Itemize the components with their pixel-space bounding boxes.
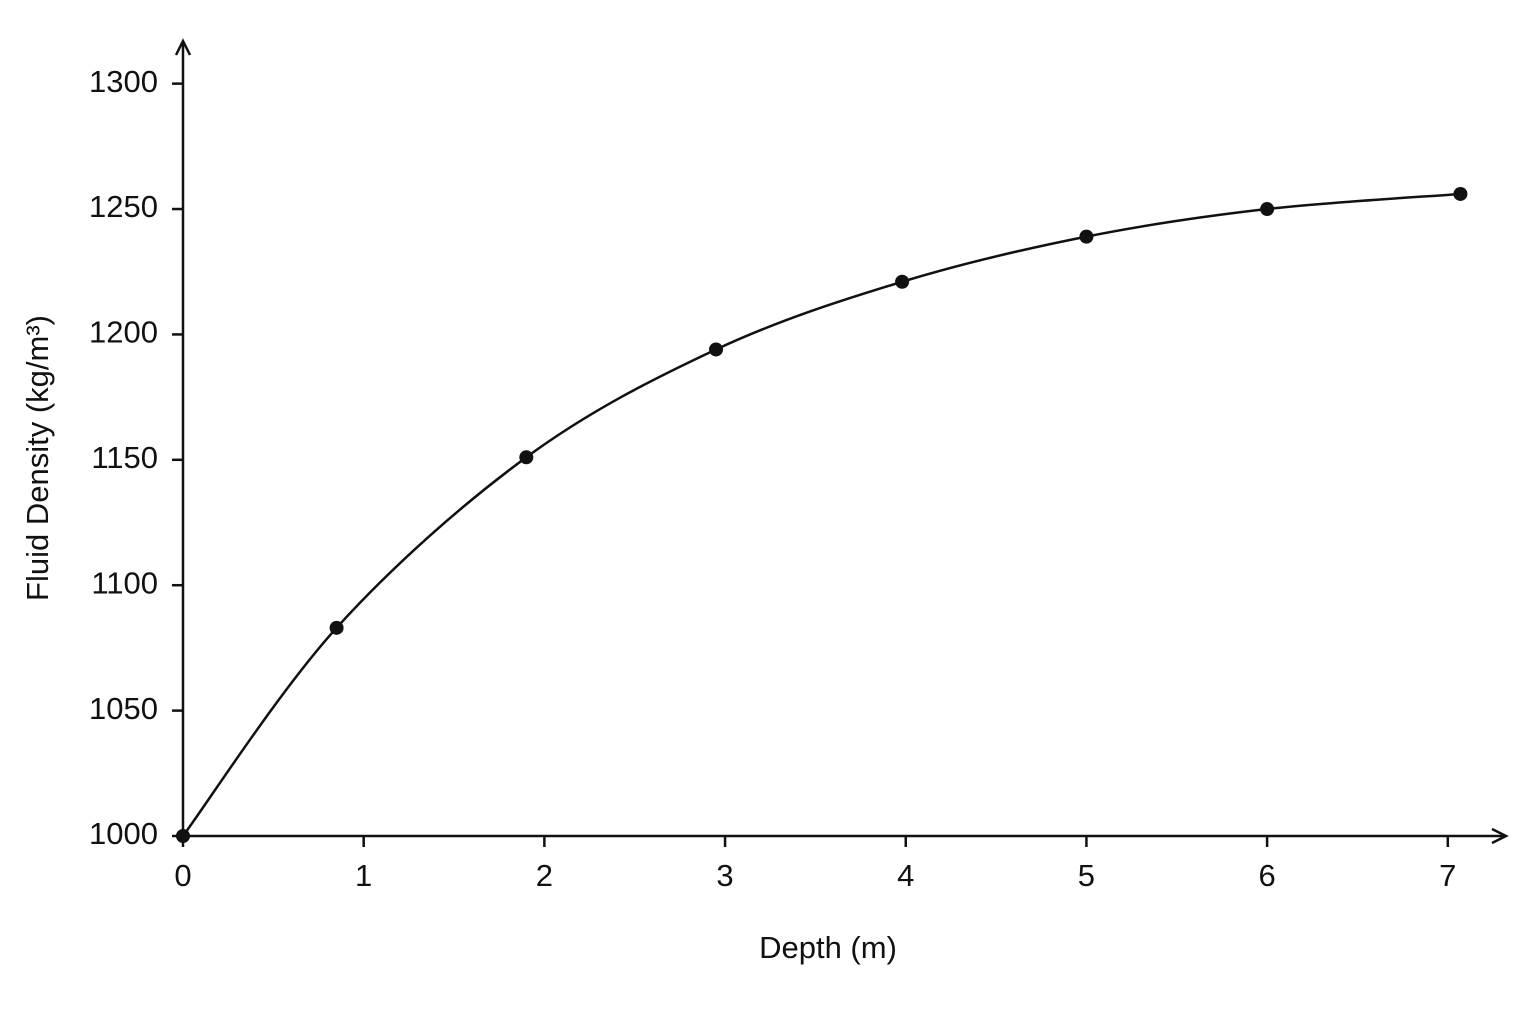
data-point	[709, 342, 724, 357]
y-tick-label: 1300	[89, 64, 158, 99]
data-point	[895, 274, 910, 289]
y-tick-label: 1200	[89, 315, 158, 350]
data-point	[329, 620, 344, 635]
data-point	[1453, 186, 1468, 201]
x-tick-label: 4	[897, 858, 914, 893]
data-point	[1079, 229, 1094, 244]
data-point	[1260, 202, 1275, 217]
x-axis-arrow	[1491, 827, 1509, 845]
y-tick-label: 1000	[89, 816, 158, 851]
y-tick-label: 1100	[91, 565, 158, 600]
x-tick-label: 3	[716, 858, 733, 893]
y-tick-label: 1050	[89, 691, 158, 726]
y-tick-label: 1250	[89, 189, 158, 224]
y-tick-label: 1150	[91, 440, 158, 475]
data-point	[176, 829, 190, 843]
data-point	[519, 450, 534, 465]
x-tick-label: 2	[536, 858, 553, 893]
y-axis-label: Fluid Density (kg/m³)	[20, 315, 55, 601]
x-tick-label: 1	[355, 858, 372, 893]
x-axis-label: Depth (m)	[759, 930, 897, 965]
data-line	[181, 192, 1461, 837]
x-tick-label: 7	[1439, 858, 1456, 893]
x-tick-label: 6	[1258, 858, 1275, 893]
x-tick-label: 0	[174, 858, 191, 893]
y-axis-arrow	[174, 38, 192, 56]
x-tick-label: 5	[1078, 858, 1095, 893]
